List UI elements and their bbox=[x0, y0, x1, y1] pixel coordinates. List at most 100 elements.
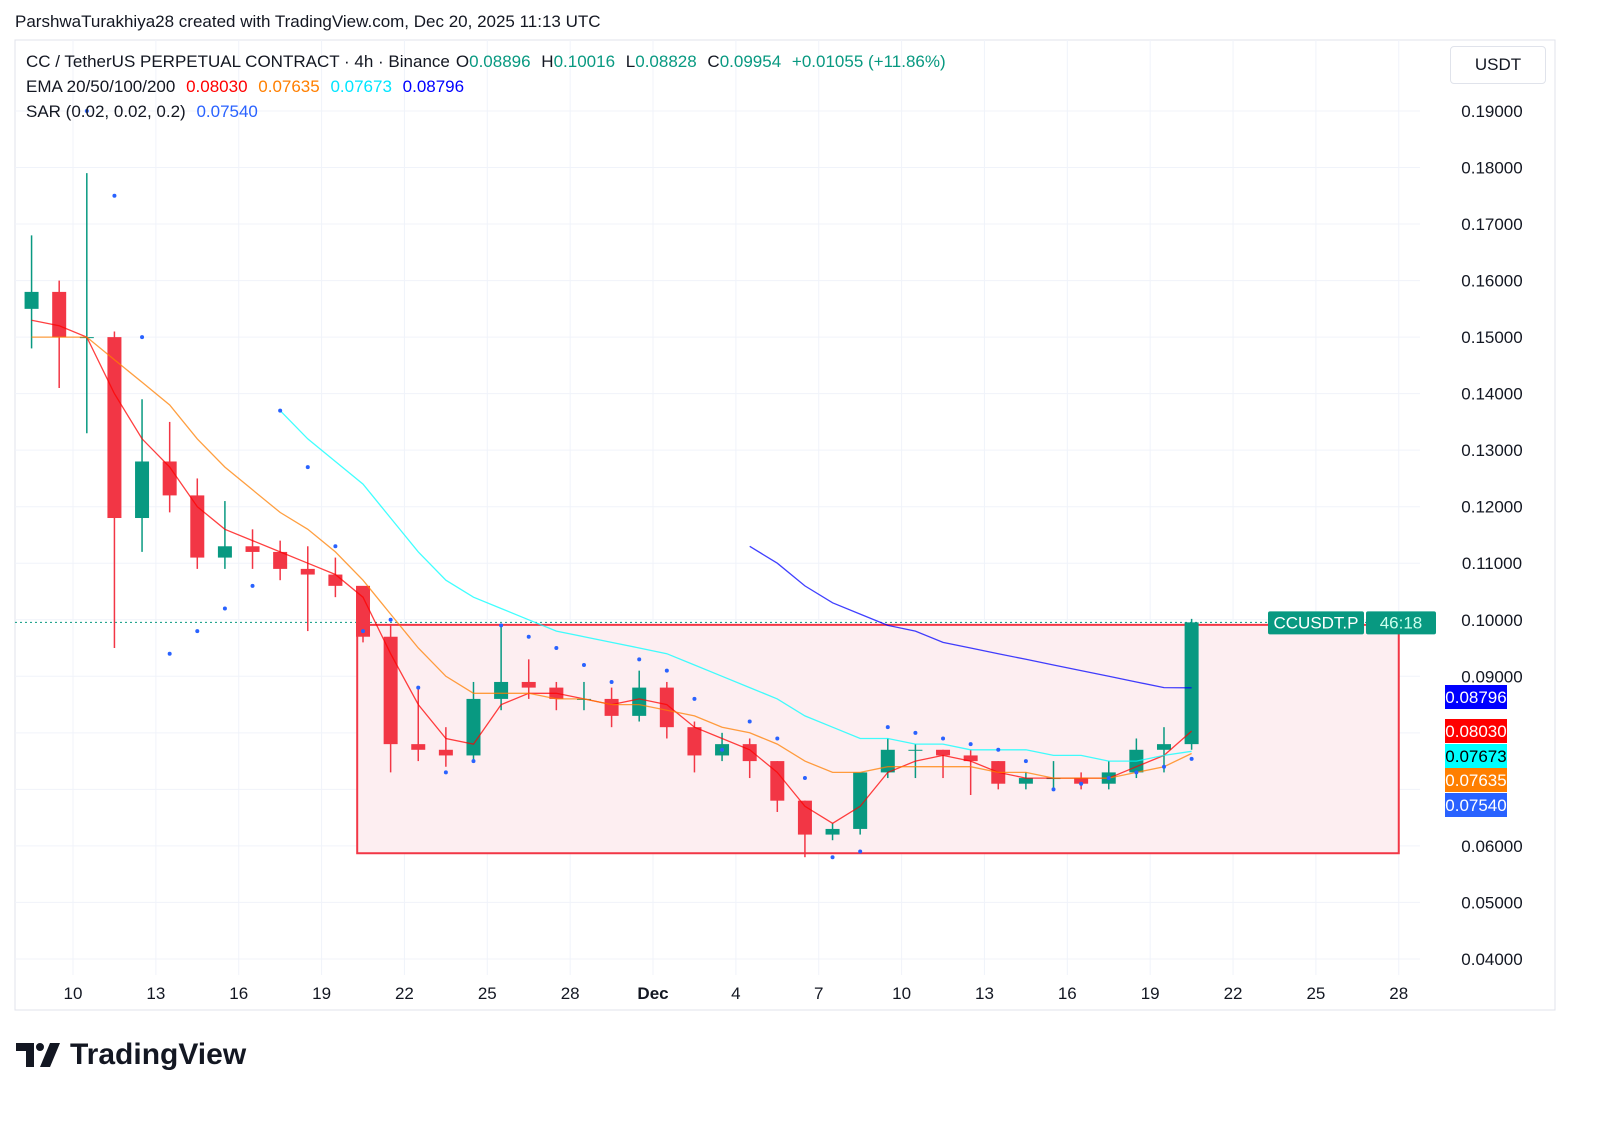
x-tick-label: 16 bbox=[1058, 984, 1077, 1003]
sar-dot bbox=[1106, 776, 1111, 781]
sar-dot bbox=[858, 849, 863, 854]
symbol-badge-text: CCUSDT.P bbox=[1273, 613, 1358, 632]
candle-body bbox=[190, 495, 205, 558]
sar-dot bbox=[499, 623, 504, 628]
candle bbox=[24, 235, 39, 349]
sar-legend[interactable]: SAR (0.02, 0.02, 0.2) 0.07540 bbox=[26, 102, 264, 122]
candle bbox=[328, 557, 343, 598]
candle-body bbox=[245, 546, 260, 552]
candle bbox=[936, 749, 951, 779]
sar-dot bbox=[112, 193, 117, 198]
candle-body bbox=[604, 698, 619, 716]
sar-dot bbox=[968, 742, 973, 747]
ema-line-ema50 bbox=[31, 336, 1192, 779]
ema-legend[interactable]: EMA 20/50/100/200 0.08030 0.07635 0.0767… bbox=[26, 77, 470, 97]
sar-dot bbox=[554, 646, 559, 651]
price-badge-text: 0.07635 bbox=[1445, 771, 1506, 790]
candle-body bbox=[300, 568, 315, 575]
sar-dot bbox=[333, 544, 338, 549]
candle bbox=[632, 670, 647, 722]
currency-unit-button[interactable]: USDT bbox=[1450, 46, 1546, 84]
candle-body bbox=[521, 681, 536, 688]
candle-body bbox=[1184, 622, 1199, 745]
change-value: +0.01055 (+11.86%) bbox=[791, 52, 946, 71]
candle bbox=[825, 823, 840, 841]
candle-body bbox=[328, 574, 343, 586]
ema20-value: 0.08030 bbox=[186, 77, 248, 96]
sar-dot bbox=[167, 651, 172, 656]
price-badge bbox=[1445, 719, 1507, 743]
close-label: C bbox=[707, 52, 720, 71]
x-tick-label: 25 bbox=[1306, 984, 1325, 1003]
sar-dot bbox=[1189, 756, 1194, 761]
sar-dot bbox=[775, 736, 780, 741]
sar-dot bbox=[802, 776, 807, 781]
candle-body bbox=[1074, 778, 1089, 784]
x-tick-label: 19 bbox=[312, 984, 331, 1003]
x-tick-label: 25 bbox=[478, 984, 497, 1003]
sar-dot bbox=[913, 730, 918, 735]
candle-body bbox=[908, 749, 923, 751]
candle bbox=[1018, 772, 1033, 790]
sar-dot bbox=[471, 759, 476, 764]
y-tick-label: 0.13000 bbox=[1461, 441, 1522, 460]
sar-dot bbox=[830, 855, 835, 860]
candle-body bbox=[853, 772, 868, 829]
ema-label: EMA 20/50/100/200 bbox=[26, 77, 176, 96]
sar-dot bbox=[443, 770, 448, 775]
y-tick-label: 0.09000 bbox=[1461, 667, 1522, 686]
candle bbox=[383, 625, 398, 773]
candle-body bbox=[963, 755, 978, 762]
sar-dot bbox=[416, 685, 421, 690]
y-tick-label: 0.11000 bbox=[1462, 554, 1522, 573]
price-badge-text: 0.07673 bbox=[1445, 747, 1506, 766]
low-label: L bbox=[625, 52, 636, 71]
candle-body bbox=[659, 687, 674, 728]
x-tick-label: 10 bbox=[64, 984, 83, 1003]
x-tick-label: 16 bbox=[229, 984, 248, 1003]
candle-body bbox=[135, 461, 150, 519]
candle bbox=[52, 280, 67, 388]
credit-text: ParshwaTurakhiya28 created with TradingV… bbox=[15, 12, 601, 31]
candle-body bbox=[438, 749, 453, 756]
sar-dot bbox=[1161, 764, 1166, 769]
sar-dot bbox=[388, 617, 393, 622]
symbol-badge bbox=[1268, 611, 1364, 635]
x-tick-label: 13 bbox=[146, 984, 165, 1003]
candle-body bbox=[217, 546, 232, 558]
candle-body bbox=[162, 461, 177, 496]
x-tick-label: 28 bbox=[561, 984, 580, 1003]
sar-dot bbox=[637, 657, 642, 662]
y-tick-label: 0.10000 bbox=[1461, 611, 1522, 630]
y-tick-label: 0.18000 bbox=[1461, 159, 1522, 178]
sar-dot bbox=[941, 736, 946, 741]
sar-dot bbox=[84, 109, 89, 113]
sar-dot bbox=[609, 679, 614, 684]
candle-body bbox=[411, 744, 426, 750]
close-value: 0.09954 bbox=[719, 52, 782, 71]
tradingview-logo[interactable]: TradingView bbox=[16, 1038, 246, 1072]
ema-line-ema100 bbox=[279, 410, 1192, 762]
candle bbox=[135, 399, 150, 552]
candle bbox=[1184, 618, 1199, 750]
sar-dot bbox=[720, 747, 725, 752]
candle-body bbox=[466, 698, 481, 756]
candle-body bbox=[880, 749, 895, 773]
candle-body bbox=[687, 727, 702, 756]
ema100-value: 0.07673 bbox=[330, 77, 392, 96]
y-tick-label: 0.19000 bbox=[1461, 102, 1522, 121]
candle bbox=[245, 529, 260, 569]
high-label: H bbox=[541, 52, 554, 71]
sar-dot bbox=[885, 725, 890, 730]
y-tick-label: 0.15000 bbox=[1461, 328, 1522, 347]
high-value: 0.10016 bbox=[553, 52, 616, 71]
sar-dot bbox=[581, 662, 586, 667]
x-tick-label: 22 bbox=[1224, 984, 1243, 1003]
y-tick-label: 0.12000 bbox=[1461, 498, 1522, 517]
sar-dot bbox=[1079, 781, 1084, 786]
tradingview-logo-icon bbox=[16, 1043, 60, 1067]
ema50-value: 0.07635 bbox=[258, 77, 320, 96]
x-tick-label: 22 bbox=[395, 984, 414, 1003]
x-tick-label: 10 bbox=[892, 984, 911, 1003]
